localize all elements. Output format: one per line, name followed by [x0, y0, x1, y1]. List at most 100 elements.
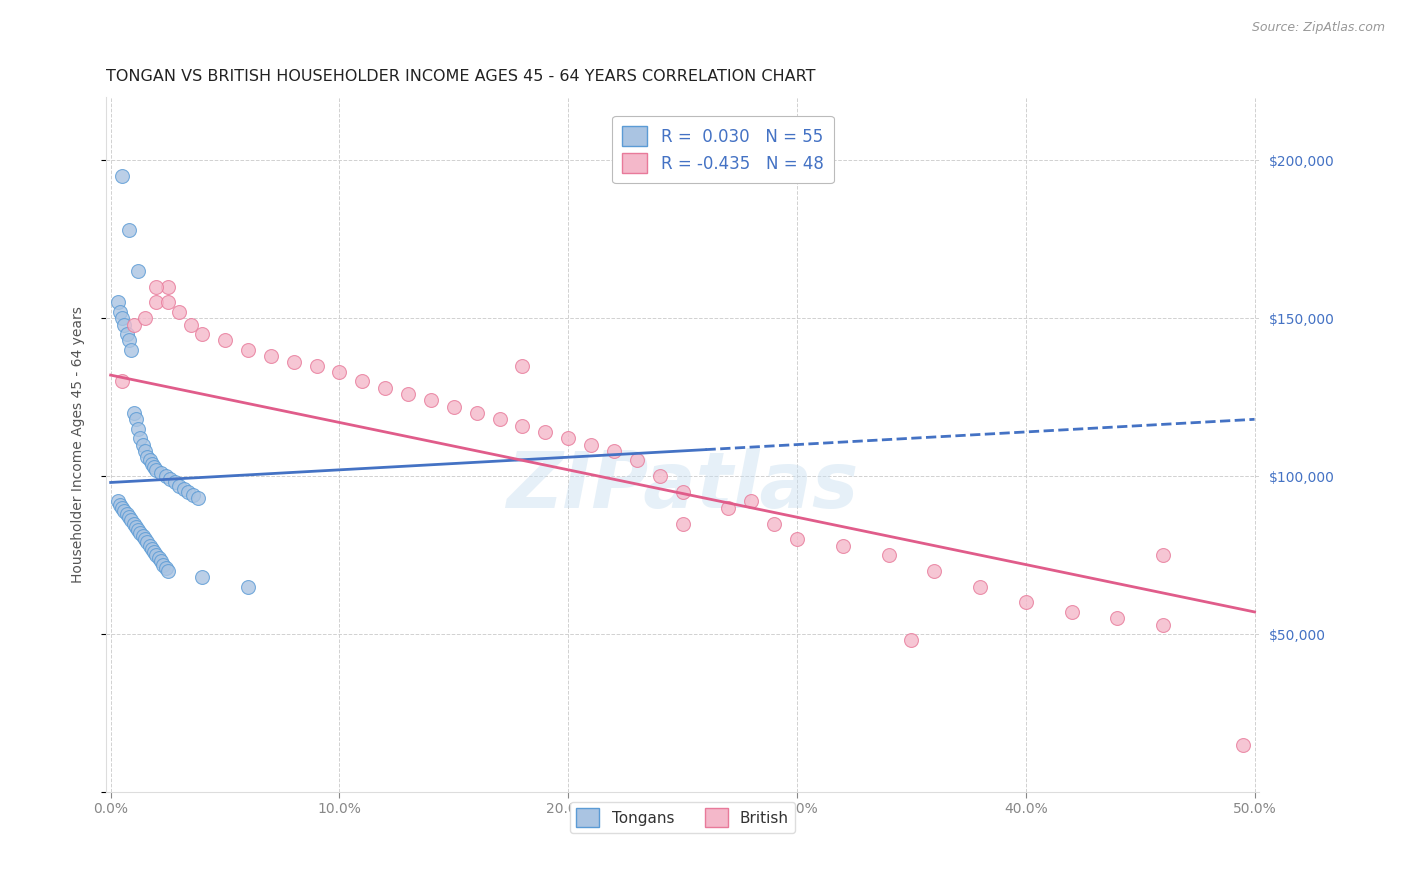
- Point: [512, 418, 534, 433]
- Legend: Tongans, British: Tongans, British: [571, 802, 794, 833]
- Point: [328, 365, 350, 379]
- Point: [134, 443, 156, 458]
- Point: [169, 305, 191, 319]
- Point: [145, 548, 167, 562]
- Point: [236, 343, 259, 357]
- Point: [127, 523, 149, 537]
- Point: [1232, 738, 1254, 752]
- Point: [145, 463, 167, 477]
- Text: TONGAN VS BRITISH HOUSEHOLDER INCOME AGES 45 - 64 YEARS CORRELATION CHART: TONGAN VS BRITISH HOUSEHOLDER INCOME AGE…: [105, 69, 815, 84]
- Point: [131, 437, 153, 451]
- Point: [129, 526, 152, 541]
- Point: [626, 453, 648, 467]
- Point: [181, 488, 204, 502]
- Point: [603, 443, 626, 458]
- Point: [111, 375, 134, 389]
- Point: [112, 504, 135, 518]
- Y-axis label: Householder Income Ages 45 - 64 years: Householder Income Ages 45 - 64 years: [72, 306, 86, 583]
- Point: [134, 311, 156, 326]
- Point: [156, 564, 179, 578]
- Point: [108, 498, 131, 512]
- Point: [120, 343, 142, 357]
- Point: [173, 482, 195, 496]
- Point: [534, 425, 557, 439]
- Point: [152, 558, 174, 572]
- Point: [155, 469, 177, 483]
- Point: [120, 513, 142, 527]
- Point: [648, 469, 671, 483]
- Point: [443, 400, 465, 414]
- Point: [134, 533, 156, 547]
- Point: [260, 349, 283, 363]
- Point: [512, 359, 534, 373]
- Point: [156, 295, 179, 310]
- Point: [125, 519, 148, 533]
- Point: [111, 500, 134, 515]
- Point: [111, 169, 134, 183]
- Point: [145, 279, 167, 293]
- Point: [305, 359, 328, 373]
- Point: [145, 295, 167, 310]
- Point: [141, 457, 163, 471]
- Text: Source: ZipAtlas.com: Source: ZipAtlas.com: [1251, 21, 1385, 34]
- Point: [111, 311, 134, 326]
- Point: [488, 412, 510, 426]
- Point: [143, 545, 166, 559]
- Point: [763, 516, 786, 531]
- Point: [831, 539, 853, 553]
- Point: [1152, 617, 1174, 632]
- Point: [717, 500, 740, 515]
- Point: [118, 510, 141, 524]
- Text: ZIPatlas: ZIPatlas: [506, 449, 859, 524]
- Point: [672, 516, 695, 531]
- Point: [155, 560, 177, 574]
- Point: [125, 412, 148, 426]
- Point: [420, 393, 443, 408]
- Point: [122, 406, 145, 420]
- Point: [131, 529, 153, 543]
- Point: [1015, 595, 1038, 609]
- Point: [148, 551, 170, 566]
- Point: [127, 422, 149, 436]
- Point: [877, 548, 900, 562]
- Point: [1152, 548, 1174, 562]
- Point: [374, 381, 396, 395]
- Point: [143, 459, 166, 474]
- Point: [191, 326, 214, 341]
- Point: [191, 570, 214, 584]
- Point: [115, 507, 138, 521]
- Point: [900, 633, 922, 648]
- Point: [163, 475, 186, 490]
- Point: [177, 485, 200, 500]
- Point: [1107, 611, 1129, 625]
- Point: [969, 580, 991, 594]
- Point: [129, 431, 152, 445]
- Point: [159, 472, 181, 486]
- Point: [149, 554, 172, 568]
- Point: [136, 535, 159, 549]
- Point: [107, 494, 129, 508]
- Point: [138, 539, 160, 553]
- Point: [672, 485, 695, 500]
- Point: [127, 264, 149, 278]
- Point: [283, 355, 305, 369]
- Point: [118, 334, 141, 348]
- Point: [112, 318, 135, 332]
- Point: [169, 478, 191, 492]
- Point: [236, 580, 259, 594]
- Point: [156, 279, 179, 293]
- Point: [107, 295, 129, 310]
- Point: [180, 318, 202, 332]
- Point: [557, 431, 579, 445]
- Point: [214, 334, 236, 348]
- Point: [352, 375, 374, 389]
- Point: [115, 326, 138, 341]
- Point: [122, 318, 145, 332]
- Point: [922, 564, 945, 578]
- Point: [786, 533, 808, 547]
- Point: [122, 516, 145, 531]
- Point: [108, 305, 131, 319]
- Point: [1060, 605, 1083, 619]
- Point: [465, 406, 488, 420]
- Point: [396, 387, 419, 401]
